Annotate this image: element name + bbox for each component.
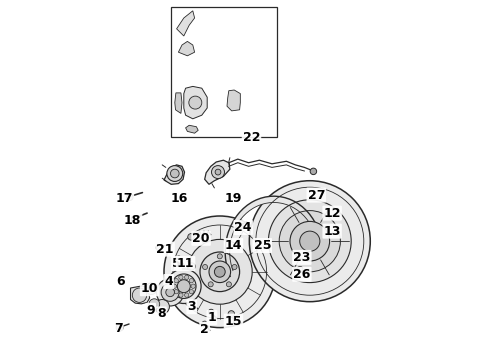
Circle shape	[191, 284, 196, 288]
Text: 22: 22	[243, 131, 260, 144]
Circle shape	[200, 252, 240, 292]
Text: 25: 25	[253, 239, 271, 252]
Circle shape	[249, 181, 370, 302]
Circle shape	[148, 286, 154, 292]
Circle shape	[226, 282, 231, 287]
Text: 26: 26	[293, 268, 311, 281]
Circle shape	[297, 266, 303, 272]
Text: 3: 3	[187, 300, 196, 313]
Text: 10: 10	[141, 282, 158, 295]
Circle shape	[177, 280, 190, 293]
Circle shape	[171, 169, 179, 178]
Polygon shape	[184, 86, 207, 119]
Text: 8: 8	[157, 307, 166, 320]
Circle shape	[175, 256, 182, 262]
Polygon shape	[164, 165, 185, 184]
Polygon shape	[227, 90, 240, 111]
Circle shape	[116, 324, 123, 331]
Circle shape	[126, 194, 133, 201]
Circle shape	[155, 300, 170, 314]
Text: 9: 9	[147, 304, 155, 317]
Text: 23: 23	[293, 251, 311, 264]
Circle shape	[187, 239, 252, 304]
Circle shape	[166, 288, 174, 297]
Text: 20: 20	[193, 232, 210, 245]
Circle shape	[217, 254, 222, 259]
Circle shape	[215, 169, 221, 175]
Circle shape	[161, 283, 179, 301]
Circle shape	[179, 293, 183, 297]
Circle shape	[179, 275, 183, 279]
Text: 12: 12	[323, 207, 341, 220]
Text: 13: 13	[323, 225, 341, 238]
Circle shape	[208, 282, 213, 287]
Circle shape	[156, 244, 163, 251]
Circle shape	[202, 321, 208, 327]
Circle shape	[172, 274, 196, 298]
Text: 2: 2	[200, 323, 209, 336]
Circle shape	[290, 221, 330, 261]
Circle shape	[189, 96, 202, 109]
Circle shape	[215, 266, 225, 277]
Bar	[171, 7, 277, 137]
Circle shape	[202, 265, 208, 270]
Text: 7: 7	[114, 322, 122, 335]
Text: 17: 17	[116, 192, 133, 205]
Text: 1: 1	[207, 311, 216, 324]
Polygon shape	[130, 286, 149, 304]
Polygon shape	[175, 93, 182, 113]
Polygon shape	[225, 196, 318, 280]
Circle shape	[146, 283, 157, 294]
Circle shape	[185, 275, 189, 279]
Circle shape	[212, 166, 224, 179]
Circle shape	[149, 299, 160, 310]
Polygon shape	[205, 160, 230, 184]
Circle shape	[131, 216, 138, 222]
Text: 24: 24	[234, 221, 252, 234]
Circle shape	[236, 222, 243, 230]
Circle shape	[209, 261, 231, 283]
Circle shape	[189, 279, 194, 283]
Circle shape	[189, 289, 194, 294]
Circle shape	[300, 231, 320, 251]
Text: 11: 11	[177, 257, 195, 270]
Circle shape	[132, 288, 147, 302]
Circle shape	[185, 293, 189, 297]
Circle shape	[167, 269, 201, 303]
Text: 19: 19	[225, 192, 242, 205]
Circle shape	[279, 211, 341, 272]
Circle shape	[167, 166, 183, 181]
Circle shape	[172, 284, 176, 288]
Text: 15: 15	[225, 315, 242, 328]
Circle shape	[310, 168, 317, 175]
Circle shape	[269, 200, 351, 283]
Text: 27: 27	[308, 189, 325, 202]
Text: 18: 18	[124, 214, 142, 227]
Circle shape	[232, 265, 237, 270]
Text: 21: 21	[156, 243, 174, 256]
Circle shape	[188, 263, 196, 270]
Text: 16: 16	[171, 192, 188, 205]
Circle shape	[174, 279, 178, 283]
Circle shape	[228, 311, 235, 317]
Circle shape	[156, 279, 184, 306]
Circle shape	[174, 289, 178, 294]
Circle shape	[188, 234, 194, 240]
Text: 14: 14	[225, 239, 242, 252]
Text: 4: 4	[164, 275, 173, 288]
Circle shape	[164, 216, 275, 328]
Polygon shape	[178, 41, 195, 56]
Circle shape	[208, 309, 214, 315]
Polygon shape	[186, 125, 198, 133]
Polygon shape	[176, 11, 195, 36]
Text: 5: 5	[172, 257, 181, 270]
Text: 6: 6	[117, 275, 125, 288]
